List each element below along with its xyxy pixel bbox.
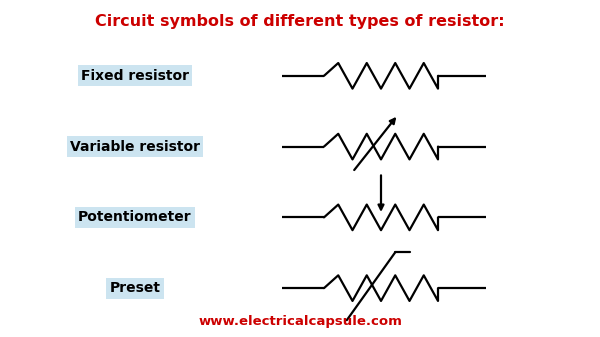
Text: Preset: Preset [110,281,161,295]
Text: Circuit symbols of different types of resistor:: Circuit symbols of different types of re… [95,14,505,29]
Text: Potentiometer: Potentiometer [78,210,192,224]
Text: Fixed resistor: Fixed resistor [81,69,189,83]
Text: www.electricalcapsule.com: www.electricalcapsule.com [198,315,402,328]
Text: Variable resistor: Variable resistor [70,140,200,154]
